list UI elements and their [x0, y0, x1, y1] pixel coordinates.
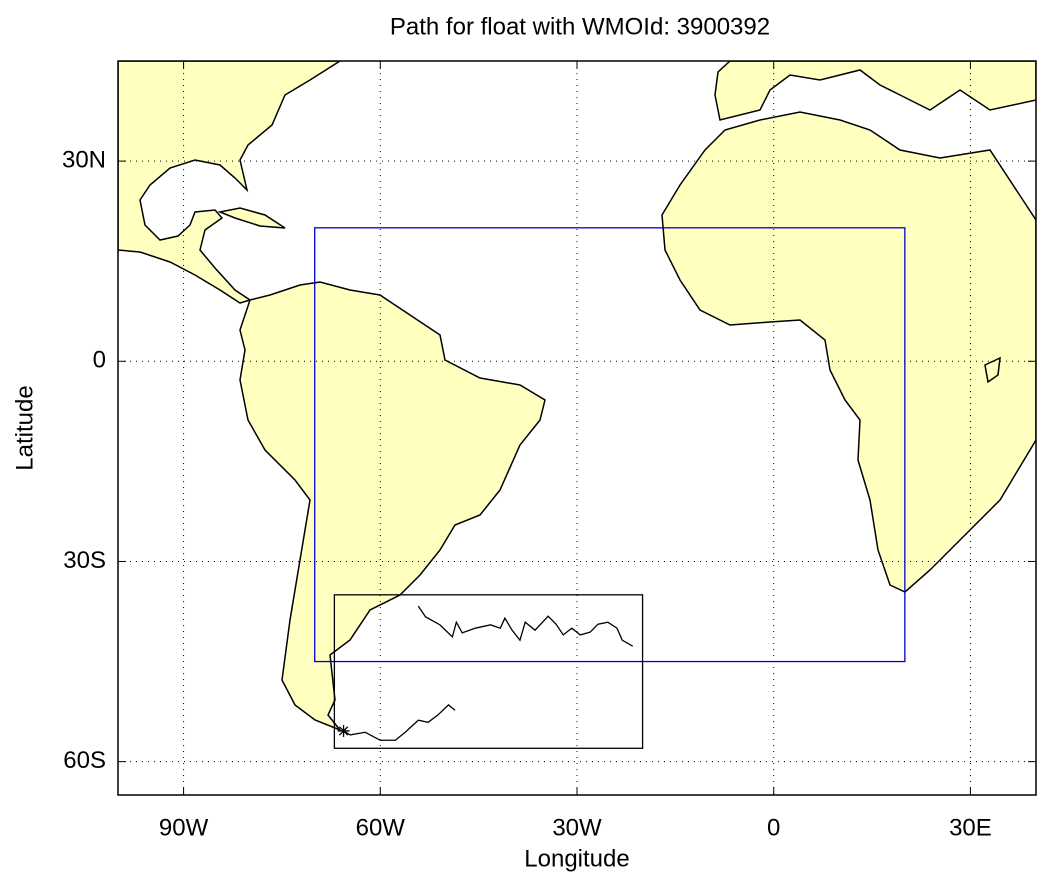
- x-tick-label: 0: [767, 814, 780, 841]
- end-marker: [337, 724, 350, 737]
- south-america: [239, 281, 546, 732]
- coastlines: [118, 61, 1036, 732]
- x-tick-label: 30E: [949, 814, 992, 841]
- chart-title: Path for float with WMOId: 3900392: [390, 13, 770, 40]
- north-america: [118, 61, 342, 304]
- madagascar: [984, 356, 1001, 384]
- africa: [661, 111, 1036, 593]
- x-tick-label: 30W: [552, 814, 602, 841]
- y-tick-label: 30N: [62, 146, 106, 173]
- region-box: [314, 227, 906, 663]
- cuba: [217, 207, 286, 229]
- region-box: [333, 594, 644, 749]
- float-path: [343, 605, 634, 741]
- x-tick-label: 90W: [159, 814, 209, 841]
- y-tick-label: 60S: [63, 747, 106, 774]
- x-tick-label: 60W: [356, 814, 406, 841]
- y-axis-label: Latitude: [11, 385, 38, 470]
- europe: [714, 61, 1036, 121]
- y-tick-label: 0: [93, 347, 106, 374]
- x-axis-label: Longitude: [524, 845, 629, 872]
- y-tick-label: 30S: [63, 547, 106, 574]
